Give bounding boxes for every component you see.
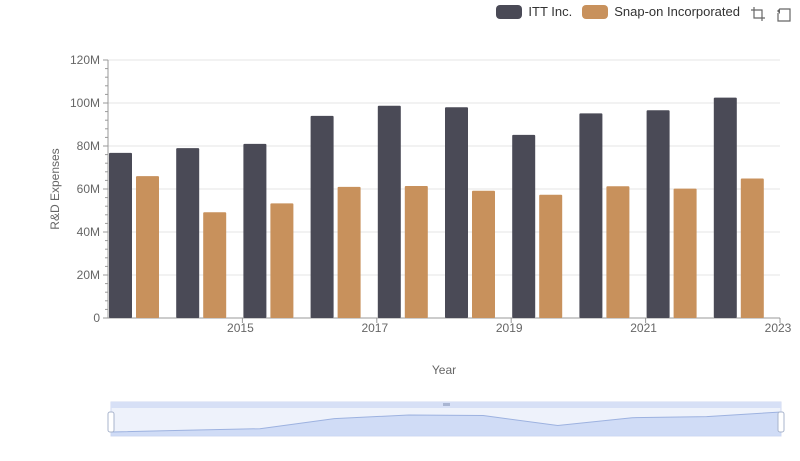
restore-icon[interactable] [776, 6, 792, 22]
bar-itt-2016[interactable] [243, 144, 266, 318]
bar-itt-2023[interactable] [714, 98, 737, 318]
x-axis: 2015 2017 2019 2021 2023 [108, 318, 792, 335]
bar-itt-2021[interactable] [579, 113, 602, 318]
y-tick-label: 120M [70, 53, 100, 67]
bar-snap-on-2022[interactable] [674, 189, 697, 318]
bar-itt-2014[interactable] [109, 153, 132, 318]
zoom-select-icon[interactable] [750, 6, 766, 22]
bar-snap-on-2016[interactable] [270, 203, 293, 318]
slider-start-handle[interactable] [108, 412, 114, 432]
bar-snap-on-2020[interactable] [539, 195, 562, 318]
y-axis-label: R&D Expenses [48, 148, 62, 229]
bar-snap-on-2014[interactable] [136, 176, 159, 318]
bar-snap-on-2015[interactable] [203, 212, 226, 318]
legend-swatch-itt [496, 5, 522, 19]
y-tick-label: 20M [77, 268, 100, 282]
bar-snap-on-2018[interactable] [405, 186, 428, 318]
y-axis: 0 20M 40M 60M 80M 100M 120M [70, 53, 108, 325]
x-tick-label: 2019 [496, 321, 523, 335]
bar-itt-2020[interactable] [512, 135, 535, 318]
slider-end-handle[interactable] [778, 412, 784, 432]
x-tick-label: 2021 [630, 321, 657, 335]
x-axis-label: Year [432, 363, 456, 377]
toolbox [750, 6, 792, 22]
y-tick-label: 80M [77, 139, 100, 153]
bar-itt-2015[interactable] [176, 148, 199, 318]
legend-label-snap-on: Snap-on Incorporated [614, 4, 740, 19]
legend-swatch-snap-on [582, 5, 608, 19]
legend-item-itt[interactable]: ITT Inc. [496, 4, 572, 19]
legend-label-itt: ITT Inc. [528, 4, 572, 19]
data-zoom-slider[interactable] [108, 402, 784, 436]
y-tick-label: 60M [77, 182, 100, 196]
bar-itt-2022[interactable] [647, 110, 670, 318]
legend-item-snap-on[interactable]: Snap-on Incorporated [582, 4, 740, 19]
legend: ITT Inc. Snap-on Incorporated [496, 4, 740, 19]
bar-snap-on-2017[interactable] [338, 187, 361, 318]
bar-snap-on-2019[interactable] [472, 191, 495, 318]
bar-itt-2019[interactable] [445, 107, 468, 318]
y-tick-label: 40M [77, 225, 100, 239]
bar-itt-2018[interactable] [378, 106, 401, 318]
x-tick-label: 2017 [361, 321, 388, 335]
x-tick-label: 2015 [227, 321, 254, 335]
bar-snap-on-2021[interactable] [606, 186, 629, 318]
x-tick-label: 2023 [765, 321, 792, 335]
bars [109, 98, 764, 318]
slider-drag-grip[interactable] [443, 403, 450, 406]
bar-snap-on-2023[interactable] [741, 178, 764, 318]
y-tick-label: 0 [93, 311, 100, 325]
y-tick-label: 100M [70, 96, 100, 110]
bar-itt-2017[interactable] [311, 116, 334, 318]
